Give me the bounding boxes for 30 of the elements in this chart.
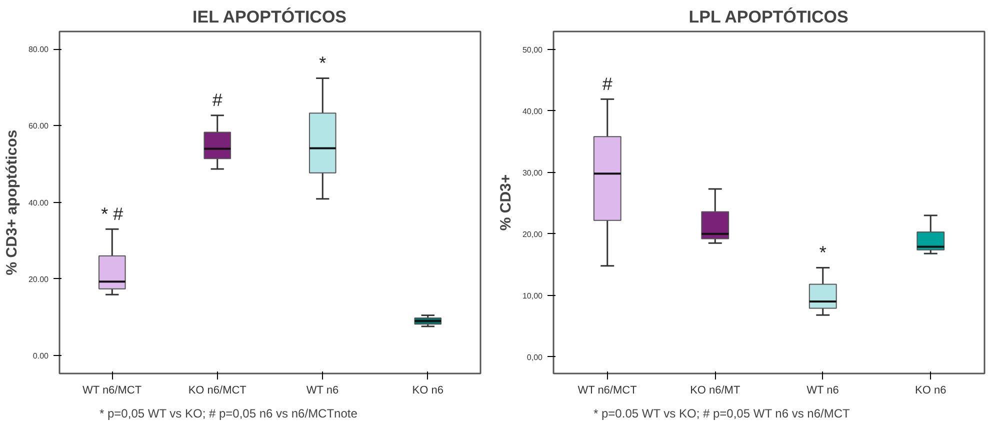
chart-title: LPL APOPTÓTICOS	[688, 6, 848, 26]
x-tick-label: KO n6	[915, 384, 946, 396]
x-tick-label: KO n6/MCT	[188, 384, 247, 396]
y-axis-title: % CD3+ apoptóticos	[3, 130, 20, 276]
y-tick-label: 80.00	[28, 45, 50, 54]
annotation: *	[319, 53, 326, 74]
y-tick-label: 0.00	[32, 352, 50, 360]
y-tick-label: 50,00	[522, 45, 544, 54]
x-tick-label: WT n6	[306, 384, 339, 396]
annotation: * #	[101, 204, 124, 224]
y-tick-label: 20.00	[28, 274, 50, 284]
annotation: *	[819, 242, 826, 263]
y-tick-label: 40.00	[28, 198, 50, 208]
text: * p=0.05 WT vs KO; # p=0,05 WT n6 vs n6/MCT	[594, 406, 850, 420]
annotation: #	[602, 74, 612, 94]
y-axis-title: % CD3+	[497, 174, 514, 231]
y-tick-label: 60.00	[28, 122, 50, 131]
annotation: #	[212, 90, 222, 110]
y-tick-label: 30,00	[522, 168, 544, 178]
x-tick-label: KO n6/MT	[690, 384, 740, 396]
chart-title: IEL APOPTÓTICOS	[192, 6, 347, 26]
y-tick-label: 20,00	[522, 230, 544, 239]
x-tick-label: KO n6	[412, 384, 444, 396]
text: * p=0,05 WT vs KO; # p=0,05 n6 vs n6/MCTnote	[100, 406, 358, 420]
y-tick-label: 10,00	[522, 291, 544, 300]
y-tick-label: 40,00	[522, 106, 544, 116]
x-tick-label: WT n6/MCT	[578, 384, 638, 396]
y-tick-label: 0,00	[526, 352, 544, 362]
x-tick-label: WT n6	[806, 384, 839, 396]
x-tick-label: WT n6/MCT	[82, 384, 142, 396]
